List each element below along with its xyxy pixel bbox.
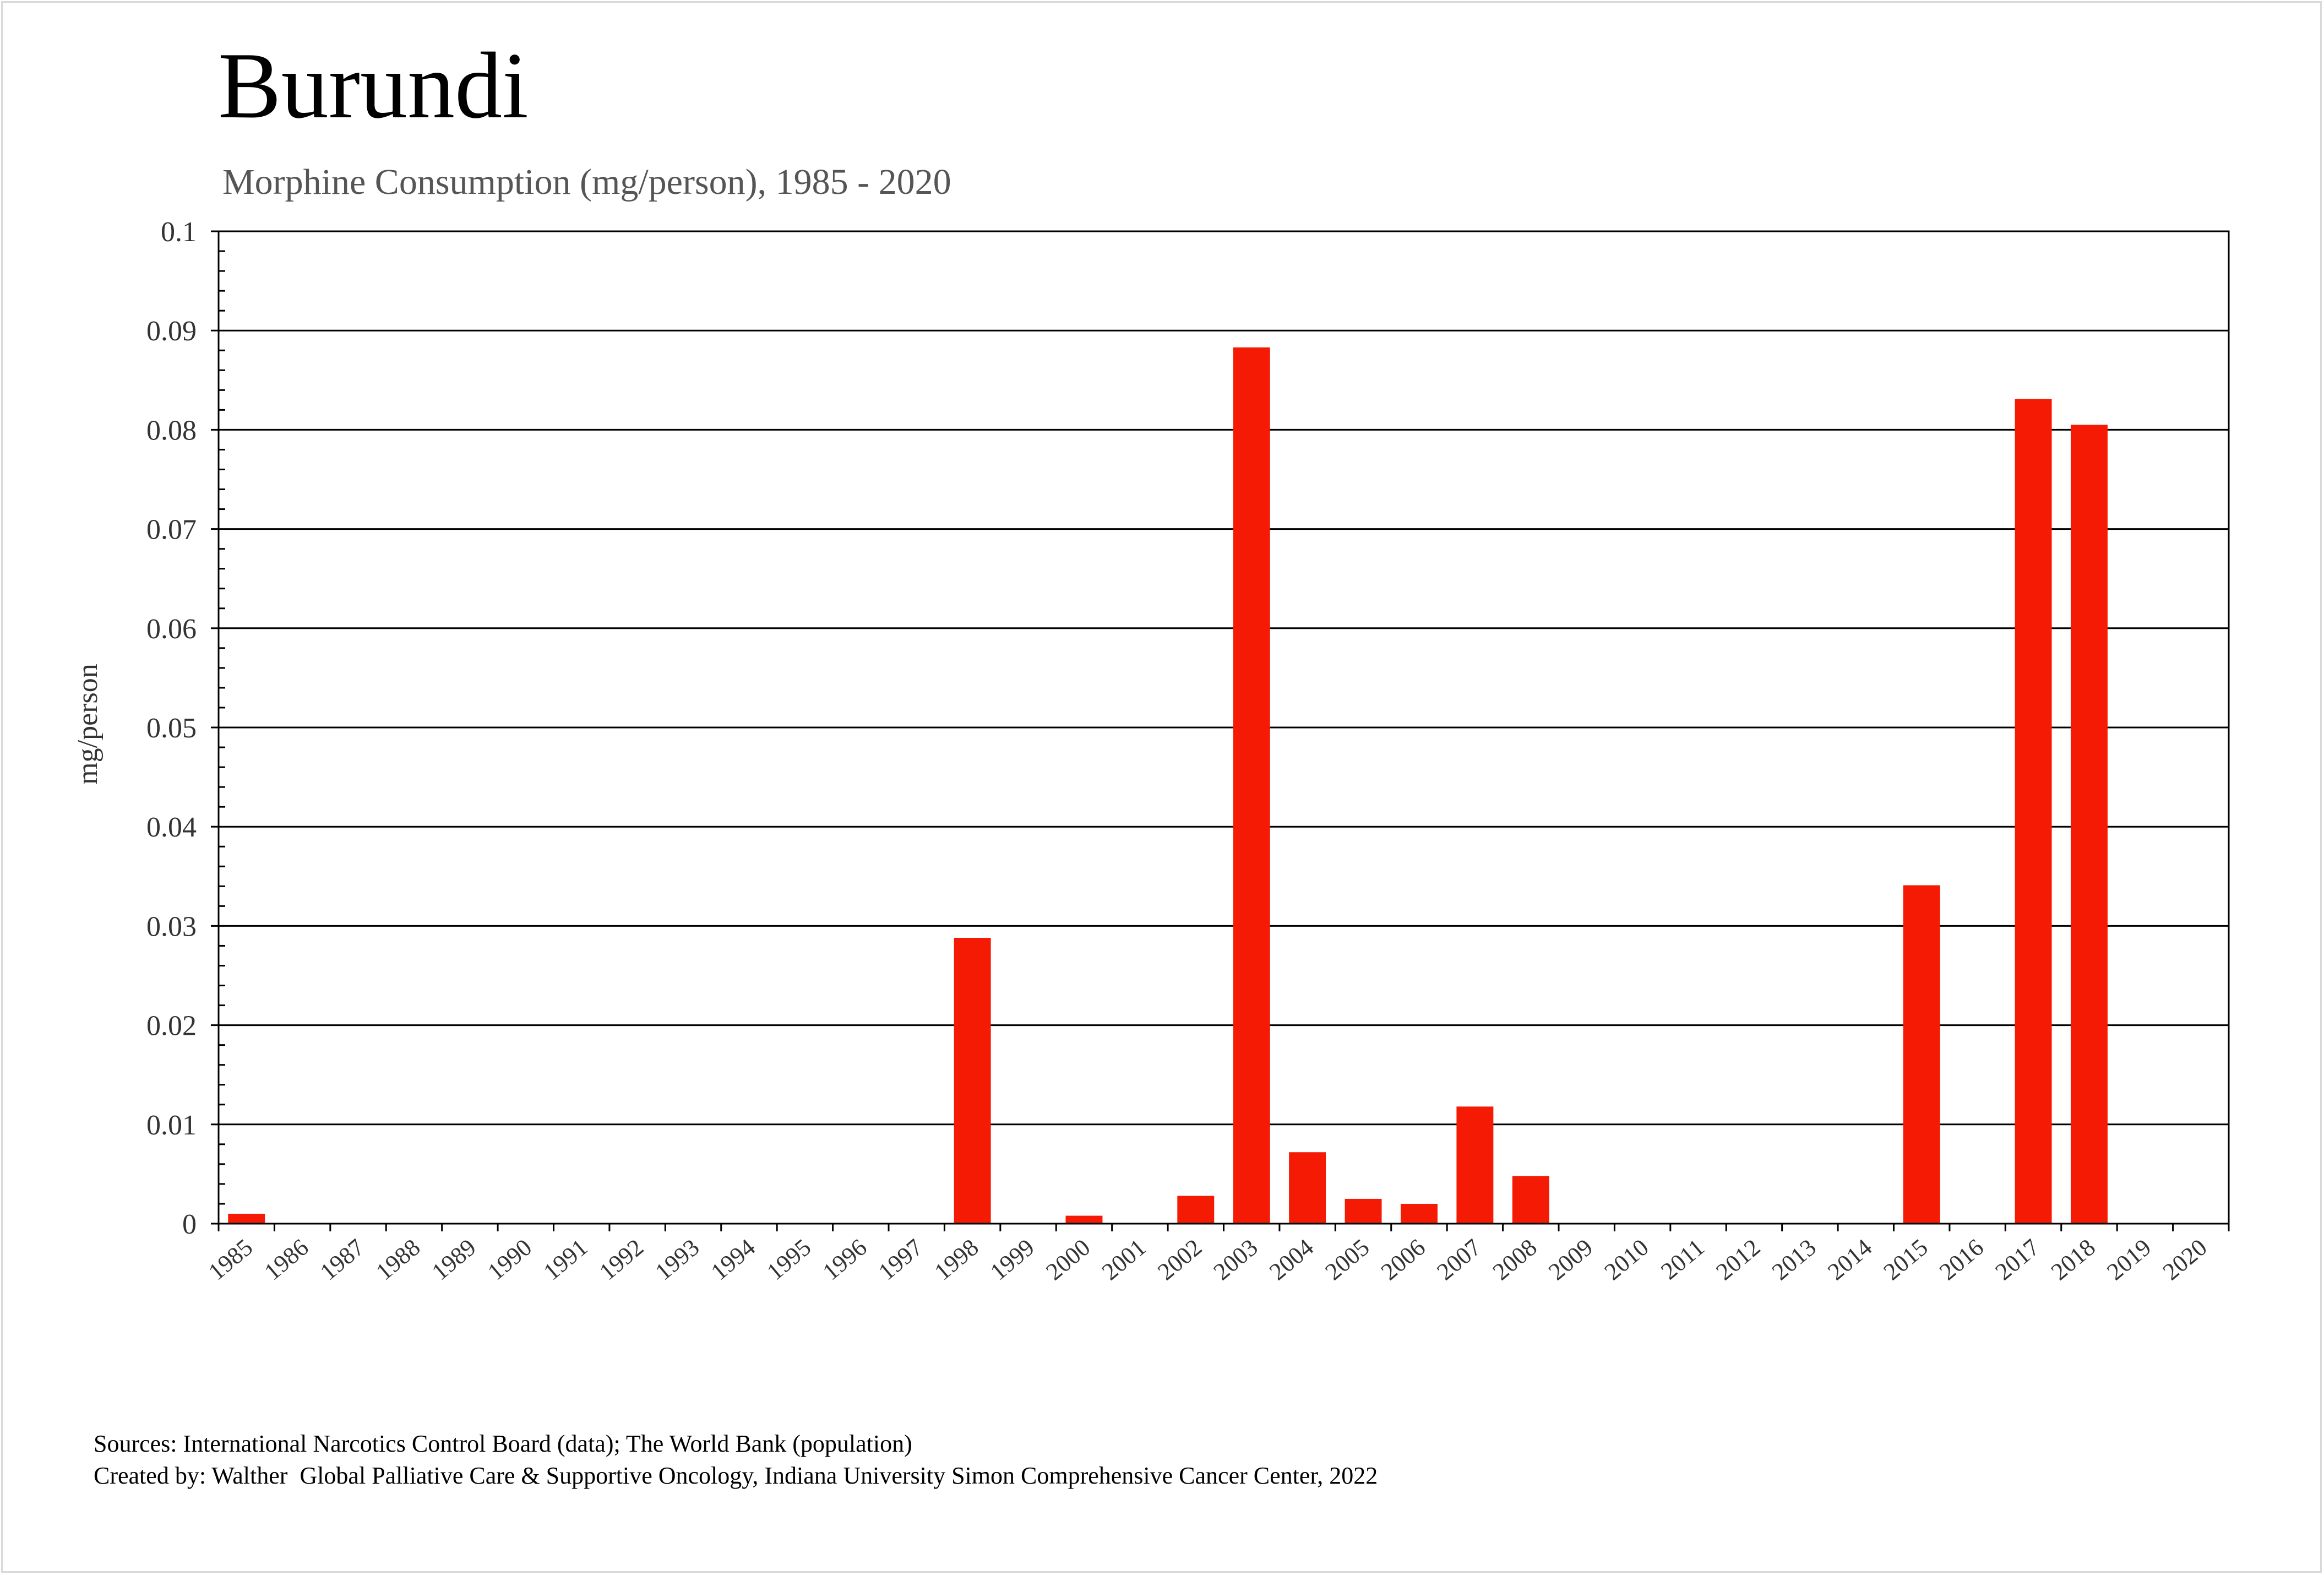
x-tick-labels: 1985 1986 1987 1988 1989 1990 1991 1992 1993 1994… xyxy=(203,1234,2212,1285)
y-tick-label: 0.07 xyxy=(146,514,197,546)
axes xyxy=(211,230,2230,1231)
x-tick-label: 2019 xyxy=(2102,1234,2156,1285)
bar-2004 xyxy=(1289,1152,1326,1224)
y-tick-label: 0.05 xyxy=(146,713,197,744)
bar-2006 xyxy=(1400,1203,1438,1224)
x-tick-label: 1988 xyxy=(371,1234,425,1285)
bar-2017 xyxy=(2015,399,2052,1224)
x-tick-label: 2008 xyxy=(1488,1234,1542,1285)
bar-2015 xyxy=(1903,885,1940,1224)
x-tick-label: 1994 xyxy=(706,1234,760,1285)
x-tick-label: 2002 xyxy=(1152,1234,1207,1285)
bar-1998 xyxy=(954,938,991,1224)
x-tick-label: 1993 xyxy=(650,1234,705,1285)
x-tick-label: 1999 xyxy=(985,1234,1039,1285)
bar-2007 xyxy=(1456,1106,1494,1224)
bars xyxy=(228,347,2108,1224)
x-tick-label: 1989 xyxy=(427,1234,481,1285)
y-tick-label: 0.01 xyxy=(146,1110,197,1141)
y-tick-label: 0 xyxy=(182,1209,197,1240)
x-tick-label: 2001 xyxy=(1097,1234,1151,1285)
y-tick-label: 0.04 xyxy=(146,812,197,843)
chart-title: Burundi xyxy=(218,34,529,138)
x-tick-label: 1992 xyxy=(594,1234,649,1285)
bar-2008 xyxy=(1512,1176,1549,1224)
x-tick-label: 2020 xyxy=(2158,1234,2212,1285)
x-tick-label: 2013 xyxy=(1767,1234,1821,1285)
x-tick-label: 1986 xyxy=(259,1234,314,1285)
x-tick-label: 2016 xyxy=(1934,1234,1989,1285)
x-tick-label: 2018 xyxy=(2046,1234,2100,1285)
y-tick-label: 0.1 xyxy=(161,216,197,248)
bar-1985 xyxy=(228,1213,265,1224)
x-tick-label: 1997 xyxy=(873,1234,928,1285)
x-tick-label: 2009 xyxy=(1543,1234,1598,1285)
credit-note: Created by: Walther Global Palliative Ca… xyxy=(94,1462,1378,1489)
chart-subtitle: Morphine Consumption (mg/person), 1985 -… xyxy=(222,162,951,202)
x-tick-label: 1985 xyxy=(203,1234,258,1285)
x-tick-label: 2014 xyxy=(1822,1234,1877,1285)
x-tick-label: 2007 xyxy=(1432,1234,1486,1285)
x-tick-label: 2000 xyxy=(1041,1234,1095,1285)
y-tick-label: 0.06 xyxy=(146,613,197,645)
y-tick-labels: 0 0.01 0.02 0.03 0.04 0.05 0.06 0.07 0.08 0.09 0.1 xyxy=(146,216,197,1240)
x-tick-label: 2003 xyxy=(1209,1234,1263,1285)
x-tick-label: 2004 xyxy=(1264,1234,1319,1285)
y-tick-label: 0.08 xyxy=(146,415,197,446)
x-tick-label: 2005 xyxy=(1320,1234,1375,1285)
x-tick-label: 1998 xyxy=(929,1234,984,1285)
x-tick-label: 2011 xyxy=(1656,1234,1710,1285)
bar-2018 xyxy=(2070,425,2108,1224)
sources-note: Sources: International Narcotics Control… xyxy=(94,1430,912,1457)
y-tick-label: 0.09 xyxy=(146,316,197,347)
bar-2002 xyxy=(1177,1196,1215,1224)
bar-2000 xyxy=(1065,1215,1103,1224)
x-tick-label: 1990 xyxy=(482,1234,537,1285)
y-tick-label: 0.02 xyxy=(146,1011,197,1042)
x-tick-label: 1987 xyxy=(315,1234,369,1285)
x-tick-label: 1996 xyxy=(818,1234,872,1285)
x-tick-label: 2015 xyxy=(1879,1234,1933,1285)
x-tick-label: 2006 xyxy=(1376,1234,1430,1285)
x-tick-label: 2010 xyxy=(1599,1234,1654,1285)
x-tick-label: 1995 xyxy=(761,1234,816,1285)
bar-2005 xyxy=(1345,1198,1382,1224)
x-tick-label: 2017 xyxy=(1990,1234,2045,1285)
bar-2003 xyxy=(1233,347,1270,1224)
x-tick-label: 2012 xyxy=(1711,1234,1765,1285)
y-tick-label: 0.03 xyxy=(146,911,197,942)
x-tick-label: 1991 xyxy=(538,1234,593,1285)
